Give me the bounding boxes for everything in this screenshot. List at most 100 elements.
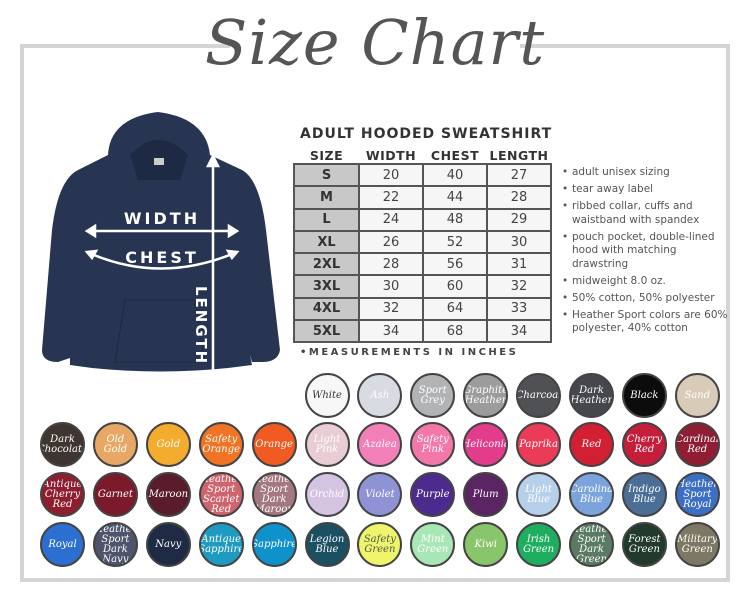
color-swatch-safety-orange: Safety Orange — [198, 422, 244, 467]
width-cell: 26 — [358, 229, 424, 255]
table-row: 3XL 30 60 32 — [293, 274, 552, 299]
chest-cell: 68 — [422, 319, 488, 344]
width-cell: 32 — [358, 296, 424, 322]
color-swatch-antique-cherry-red: Antique Cherry Red — [40, 472, 85, 517]
width-cell: 20 — [358, 162, 424, 188]
size-cell: 3XL — [293, 274, 360, 299]
color-swatch-white: White — [304, 373, 350, 418]
color-swatch-purple: Purple — [410, 472, 456, 517]
color-swatch-charcoal: Charcoal — [516, 373, 562, 418]
pouch-pocket — [114, 299, 206, 363]
color-swatch-sapphire: Sapphire — [251, 522, 297, 567]
width-cell: 28 — [358, 252, 424, 277]
chest-cell: 56 — [422, 252, 488, 277]
length-cell: 31 — [486, 252, 552, 277]
color-swatch-safety-pink: Safety Pink — [410, 422, 456, 467]
chest-label: CHEST — [125, 248, 199, 267]
color-swatch-orange: Orange — [251, 422, 297, 467]
measurements-note: •MEASUREMENTS IN INCHES — [300, 347, 519, 358]
size-cell: XL — [293, 229, 360, 255]
table-row: S 20 40 27 — [293, 162, 552, 188]
table-row: 4XL 32 64 33 — [293, 296, 552, 322]
color-swatch-heather-sport-dark-maroon: Heather Sport Dark Maroon — [251, 472, 297, 517]
color-swatch-heather-sport-dark-navy: Heather Sport Dark Navy — [92, 522, 138, 567]
feature-item: 50% cotton, 50% polyester — [562, 292, 732, 306]
color-swatch-black: Black — [621, 373, 667, 418]
length-cell: 27 — [486, 162, 552, 188]
chest-arrow — [86, 250, 238, 270]
chest-cell: 40 — [422, 162, 488, 188]
table-row: XL 26 52 30 — [293, 229, 552, 255]
color-swatch-ash: Ash — [357, 373, 403, 418]
width-cell: 34 — [358, 319, 424, 344]
color-swatch-mint-green: Mint Green — [410, 522, 456, 567]
page-title: Size Chart — [204, 6, 546, 79]
color-swatch-legion-blue: Legion Blue — [304, 522, 350, 567]
color-swatch-violet: Violet — [357, 472, 403, 517]
length-cell: 33 — [486, 296, 552, 322]
feature-item: tear away label — [562, 183, 732, 197]
color-swatch-safety-green: Safety Green — [357, 522, 403, 567]
size-table: SIZE WIDTH CHEST LENGTH S 20 40 27 M 22 44 28 L 2… — [293, 148, 552, 344]
size-cell: 5XL — [293, 319, 360, 344]
size-cell: 4XL — [293, 296, 360, 322]
size-cell: M — [293, 185, 360, 210]
table-title: ADULT HOODED SWEATSHIRT — [300, 126, 553, 142]
length-cell: 29 — [486, 207, 552, 232]
color-swatch-indigo-blue: Indigo Blue — [621, 472, 667, 517]
hoodie-image: WIDTH CHEST LENGTH — [42, 112, 280, 375]
width-cell: 22 — [358, 185, 424, 210]
color-swatch-paprika: Paprika — [516, 422, 562, 467]
width-cell: 30 — [358, 274, 424, 299]
length-cell: 34 — [486, 319, 552, 344]
color-swatch-graphite-heather: Graphite Heather — [463, 373, 509, 418]
header-size: SIZE — [309, 148, 344, 163]
header-length: LENGTH — [489, 148, 549, 163]
length-label: LENGTH — [192, 286, 210, 365]
color-swatch-azalea: Azalea — [357, 422, 403, 467]
header-width: WIDTH — [365, 148, 417, 163]
color-swatch-light-pink: Light Pink — [304, 422, 350, 467]
color-swatch-cardinal-red: Cardinal Red — [674, 422, 720, 467]
color-swatch-carolina-blue: Carolina Blue — [569, 472, 614, 517]
color-swatch-cherry-red: Cherry Red — [621, 422, 667, 467]
length-cell: 30 — [486, 229, 552, 255]
color-swatch-heather-sport-scarlet-red: Heather Sport Scarlet Red — [198, 472, 244, 517]
chest-cell: 48 — [422, 207, 488, 232]
hoodie-body — [42, 112, 280, 372]
color-swatch-sand: Sand — [674, 373, 720, 418]
color-swatch-orchid: Orchid — [304, 472, 350, 517]
color-swatch-dark-chocolate: Dark Chocolate — [40, 422, 85, 467]
color-swatch-forest-green: Forest Green — [621, 522, 667, 567]
color-swatch-maroon: Maroon — [145, 472, 191, 517]
color-swatch-plum: Plum — [463, 472, 509, 517]
chest-cell: 52 — [422, 229, 488, 255]
size-cell: 2XL — [293, 252, 360, 277]
table-row: 2XL 28 56 31 — [293, 252, 552, 277]
length-cell: 28 — [486, 185, 552, 210]
color-swatch-irish-green: Irish Green — [516, 522, 562, 567]
color-swatch-heather-sport-royal: Heather Sport Royal — [674, 472, 720, 517]
feature-item: ribbed collar, cuffs and waistband with … — [562, 200, 732, 227]
color-swatch-heather-sport-dark-green: Heather Sport Dark Green — [569, 522, 614, 567]
color-swatch-navy: Navy — [145, 522, 191, 567]
color-swatch-red: Red — [569, 422, 614, 467]
color-swatch-heliconia: Heliconia — [463, 422, 509, 467]
table-row: 5XL 34 68 34 — [293, 319, 552, 344]
feature-item: Heather Sport colors are 60% polyester, … — [562, 309, 732, 336]
tag — [154, 158, 164, 165]
table-row: M 22 44 28 — [293, 185, 552, 210]
width-cell: 24 — [358, 207, 424, 232]
feature-item: midweight 8.0 oz. — [562, 275, 732, 289]
color-swatch-kiwi: Kiwi — [463, 522, 509, 567]
color-swatch-royal: Royal — [40, 522, 85, 567]
feature-item: adult unisex sizing — [562, 166, 732, 180]
chest-cell: 60 — [422, 274, 488, 299]
length-cell: 32 — [486, 274, 552, 299]
size-cell: S — [293, 162, 360, 188]
chest-cell: 44 — [422, 185, 488, 210]
chest-cell: 64 — [422, 296, 488, 322]
feature-item: pouch pocket, double-lined hood with mat… — [562, 231, 732, 272]
color-swatch-old-gold: Old Gold — [92, 422, 138, 467]
color-swatch-gold: Gold — [145, 422, 191, 467]
